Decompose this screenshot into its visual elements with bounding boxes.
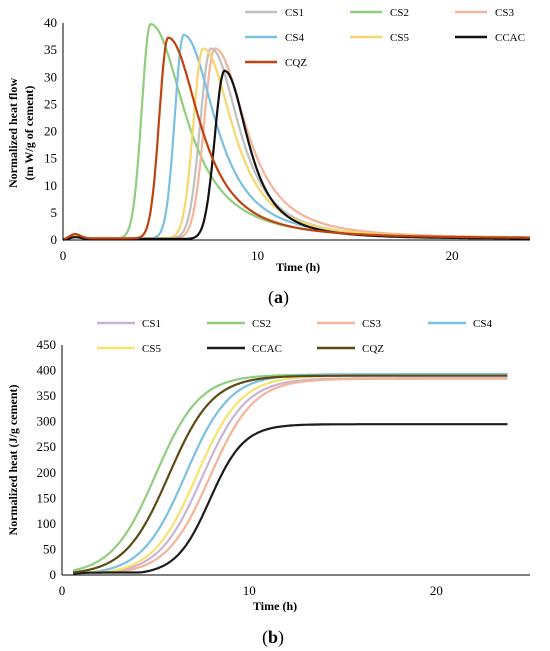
panel-b-label: (b) [262,627,284,648]
panel-b-series-cs5 [73,374,508,575]
panel-b-legend-item-ccac: CCAC [207,343,282,355]
a-x-tick-10: 10 [251,248,264,263]
a-y-tick-40: 40 [44,15,57,30]
a-y-tick-30: 30 [44,69,57,84]
panel-b-legend: CS1 CS2 CS3 CS4 CS5 CCAC CQZ [97,318,492,355]
b-y-tick-50: 50 [43,541,56,556]
panel-a-y-axis-title-line1: Normalized heat flow [6,78,20,188]
panel-a-series-lines [62,23,531,241]
panel-b-legend-item-cs4: CS4 [428,318,492,330]
panel-b-legend-label-cs1: CS1 [142,318,161,330]
panel-a-label: (a) [268,287,289,308]
panel-a-legend-label-ccac: CCAC [495,32,525,44]
b-x-tick-0: 0 [59,583,66,598]
panel-b-y-axis-title: Normalized heat (J/g cement) [6,385,20,536]
panel-b-legend-item-cs1: CS1 [97,318,161,330]
a-y-tick-35: 35 [44,42,57,57]
panel-a-legend-label-cqz: CQZ [285,57,307,69]
panel-a-legend-label-cs2: CS2 [390,7,409,19]
a-y-tick-10: 10 [44,178,57,193]
panel-a-legend-label-cs5: CS5 [390,32,409,44]
panel-a-legend: CS1 CS2 CS3 CS4 CS5 CCAC CQZ [245,7,525,69]
panel-b-legend-label-cs2: CS2 [252,318,271,330]
panel-b-legend-label-cqz: CQZ [362,343,384,355]
panel-b-legend-item-cqz: CQZ [317,343,384,355]
panel-b-legend-item-cs2: CS2 [207,318,271,330]
panel-b-cumulative-heat-chart: 0 50 100 150 200 250 300 350 400 450 0 10 20 Time (… [6,318,530,648]
panel-b-series-cs1 [73,377,508,575]
b-y-tick-450: 450 [37,337,57,352]
panel-a-legend-item-cs5: CS5 [350,32,409,44]
panel-a-legend-item-cs2: CS2 [350,7,409,19]
panel-a-legend-label-cs1: CS1 [285,7,304,19]
panel-b-legend-item-cs5: CS5 [97,343,161,355]
a-y-tick-25: 25 [44,96,57,111]
panel-b-legend-item-cs3: CS3 [317,318,381,330]
panel-a-heat-flow-chart: 0 5 10 15 20 25 30 35 40 0 10 20 Time (h) Normaliz… [6,7,531,308]
panel-a-legend-item-ccac: CCAC [455,32,525,44]
panel-a-legend-label-cs3: CS3 [495,7,514,19]
panel-b-series-cs3 [73,377,508,575]
panel-a-x-tick-labels: 0 10 20 [60,248,459,263]
panel-a-y-axis-title-line2: (m W/g of cement) [22,86,36,181]
panel-a-legend-item-cs1: CS1 [245,7,304,19]
panel-b-legend-label-ccac: CCAC [252,343,282,355]
b-x-tick-20: 20 [430,583,443,598]
a-y-tick-15: 15 [44,151,57,166]
panel-b-series-cqz [73,374,508,574]
panel-b-series-lines [72,373,508,575]
panel-a-x-axis-title: Time (h) [276,260,320,274]
b-y-tick-300: 300 [37,414,57,429]
panel-a-y-tick-labels: 0 5 10 15 20 25 30 35 40 [44,15,57,247]
panel-b-legend-label-cs3: CS3 [362,318,381,330]
panel-b-x-tick-labels: 0 10 20 [59,583,443,598]
b-y-tick-400: 400 [37,363,57,378]
panel-b-legend-label-cs4: CS4 [473,318,492,330]
panel-b-x-axis-title: Time (h) [253,599,297,613]
b-y-tick-0: 0 [50,567,57,582]
b-y-tick-150: 150 [37,490,57,505]
a-y-tick-0: 0 [51,232,58,247]
b-y-tick-100: 100 [37,516,57,531]
a-y-tick-5: 5 [51,205,58,220]
panel-b-series-ccac [73,423,508,575]
panel-a-legend-label-cs4: CS4 [285,32,304,44]
panel-a-legend-item-cqz: CQZ [245,57,307,69]
panel-b-series-cs2 [72,373,508,572]
b-y-tick-350: 350 [37,388,57,403]
panel-b-legend-label-cs5: CS5 [142,343,161,355]
b-y-tick-250: 250 [37,439,57,454]
a-x-tick-0: 0 [60,248,67,263]
a-x-tick-20: 20 [446,248,459,263]
panel-b-series-cs4 [73,373,508,575]
panel-a-legend-item-cs3: CS3 [455,7,514,19]
b-x-tick-10: 10 [243,583,256,598]
panel-a-series-cqz [62,36,531,241]
panel-b-y-tick-labels: 0 50 100 150 200 250 300 350 400 450 [37,337,57,582]
b-y-tick-200: 200 [37,465,57,480]
a-y-tick-20: 20 [44,124,57,139]
panel-a-legend-item-cs4: CS4 [245,32,304,44]
